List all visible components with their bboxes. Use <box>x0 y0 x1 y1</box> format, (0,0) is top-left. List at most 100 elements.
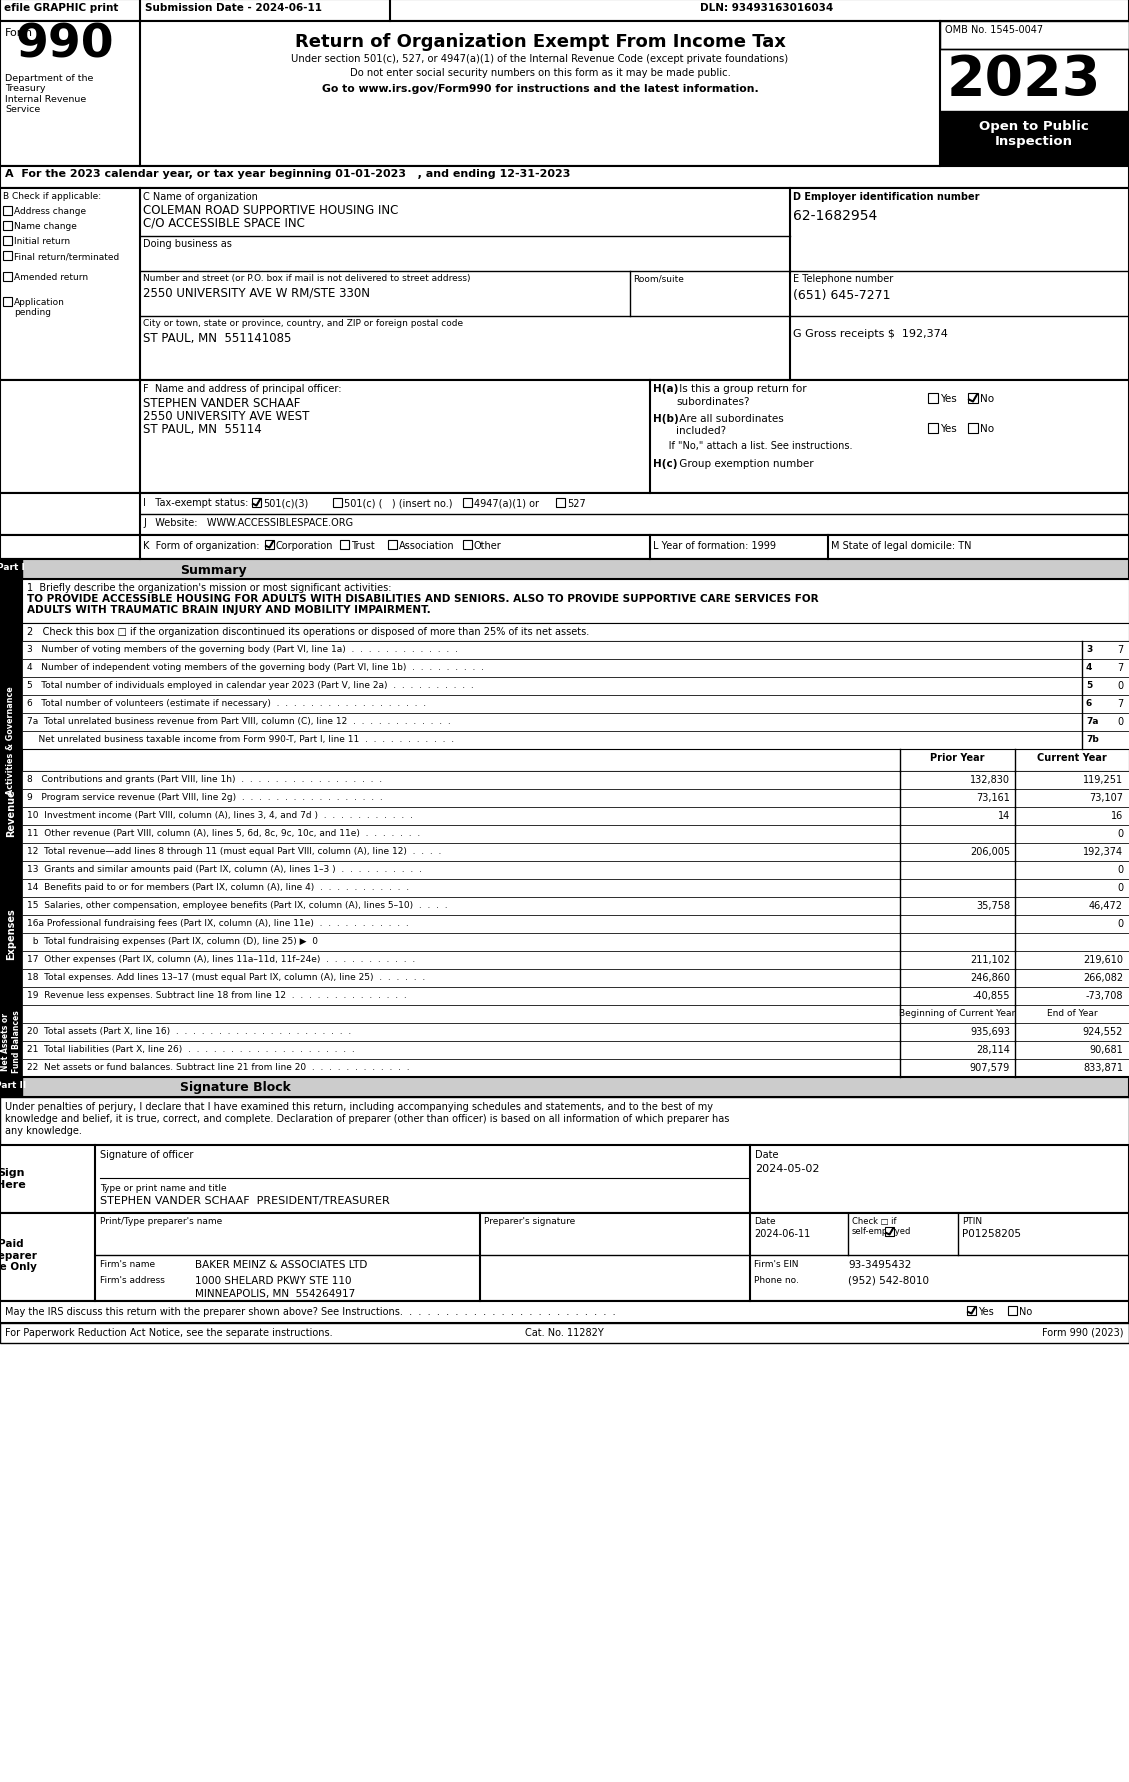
Text: Form: Form <box>5 29 33 37</box>
Text: ST PAUL, MN  55114: ST PAUL, MN 55114 <box>143 422 262 437</box>
Text: 0: 0 <box>1117 681 1123 691</box>
Text: Address change: Address change <box>14 207 86 216</box>
Text: Name change: Name change <box>14 223 77 232</box>
Text: 12  Total revenue—add lines 8 through 11 (must equal Part VIII, column (A), line: 12 Total revenue—add lines 8 through 11 … <box>27 846 441 855</box>
Text: 907,579: 907,579 <box>970 1062 1010 1073</box>
Text: Is this a group return for: Is this a group return for <box>676 383 806 394</box>
Bar <box>21 750 1129 772</box>
Text: 0: 0 <box>1117 882 1123 893</box>
Text: Signature Block: Signature Block <box>180 1080 291 1094</box>
Text: 4   Number of independent voting members of the governing body (Part VI, line 1b: 4 Number of independent voting members o… <box>27 663 484 672</box>
Text: Prior Year: Prior Year <box>930 752 984 763</box>
Text: 5   Total number of individuals employed in calendar year 2023 (Part V, line 2a): 5 Total number of individuals employed i… <box>27 681 474 690</box>
Bar <box>21 934 1129 952</box>
Text: TO PROVIDE ACCESSIBLE HOUSING FOR ADULTS WITH DISABILITIES AND SENIORS. ALSO TO : TO PROVIDE ACCESSIBLE HOUSING FOR ADULTS… <box>27 593 819 604</box>
Bar <box>252 499 261 508</box>
Bar <box>968 1306 975 1315</box>
Text: Firm's address: Firm's address <box>100 1276 165 1285</box>
Text: 11  Other revenue (Part VIII, column (A), lines 5, 6d, 8c, 9c, 10c, and 11e)  . : 11 Other revenue (Part VIII, column (A),… <box>27 829 420 838</box>
Text: Check □ if
self-employed: Check □ if self-employed <box>852 1217 911 1235</box>
Text: ST PAUL, MN  551141085: ST PAUL, MN 551141085 <box>143 331 291 344</box>
Text: STEPHEN VANDER SCHAAF  PRESIDENT/TREASURER: STEPHEN VANDER SCHAAF PRESIDENT/TREASURE… <box>100 1196 390 1205</box>
Bar <box>21 772 1129 789</box>
Bar <box>885 1228 894 1237</box>
Text: H(c): H(c) <box>653 458 677 469</box>
Text: Cat. No. 11282Y: Cat. No. 11282Y <box>525 1328 603 1336</box>
Bar <box>0 560 21 579</box>
Text: Open to Public
Inspection: Open to Public Inspection <box>979 119 1088 148</box>
Text: 0: 0 <box>1117 864 1123 875</box>
Text: included?: included? <box>676 426 726 437</box>
Text: 8   Contributions and grants (Part VIII, line 1h)  .  .  .  .  .  .  .  .  .  . : 8 Contributions and grants (Part VIII, l… <box>27 775 382 784</box>
Text: 132,830: 132,830 <box>970 775 1010 784</box>
Bar <box>3 223 12 232</box>
Text: 7b: 7b <box>1086 734 1099 743</box>
Text: 62-1682954: 62-1682954 <box>793 208 877 223</box>
Text: L Year of formation: 1999: L Year of formation: 1999 <box>653 540 776 551</box>
Text: 2023: 2023 <box>947 53 1102 107</box>
Text: 17  Other expenses (Part IX, column (A), lines 11a–11d, 11f–24e)  .  .  .  .  . : 17 Other expenses (Part IX, column (A), … <box>27 955 415 964</box>
Text: ADULTS WITH TRAUMATIC BRAIN INJURY AND MOBILITY IMPAIRMENT.: ADULTS WITH TRAUMATIC BRAIN INJURY AND M… <box>27 604 431 615</box>
Bar <box>21 789 1129 807</box>
Bar <box>0 494 1129 536</box>
Text: STEPHEN VANDER SCHAAF: STEPHEN VANDER SCHAAF <box>143 397 300 410</box>
Text: Part II: Part II <box>0 1080 27 1089</box>
Text: Return of Organization Exempt From Income Tax: Return of Organization Exempt From Incom… <box>295 34 786 52</box>
Text: Other: Other <box>474 540 501 551</box>
Text: M State of legal domicile: TN: M State of legal domicile: TN <box>831 540 971 551</box>
Text: Doing business as: Doing business as <box>143 239 231 249</box>
Text: Initial return: Initial return <box>14 237 70 246</box>
Text: 6   Total number of volunteers (estimate if necessary)  .  .  .  .  .  .  .  .  : 6 Total number of volunteers (estimate i… <box>27 699 426 707</box>
Bar <box>388 540 397 549</box>
Text: 4: 4 <box>1086 663 1093 672</box>
Text: 2550 UNIVERSITY AVE W RM/STE 330N: 2550 UNIVERSITY AVE W RM/STE 330N <box>143 287 370 299</box>
Bar <box>0 1078 21 1098</box>
Bar <box>0 168 1129 189</box>
Text: B Check if applicable:: B Check if applicable: <box>3 192 102 201</box>
Text: -73,708: -73,708 <box>1085 991 1123 1000</box>
Text: 2024-05-02: 2024-05-02 <box>755 1164 820 1173</box>
Text: 0: 0 <box>1117 918 1123 928</box>
Text: Submission Date - 2024-06-11: Submission Date - 2024-06-11 <box>145 4 322 12</box>
Text: Date: Date <box>755 1149 779 1160</box>
Bar <box>0 1146 1129 1214</box>
Text: 73,161: 73,161 <box>977 793 1010 802</box>
Text: BAKER MEINZ & ASSOCIATES LTD: BAKER MEINZ & ASSOCIATES LTD <box>195 1260 367 1269</box>
Text: DLN: 93493163016034: DLN: 93493163016034 <box>700 4 833 12</box>
Text: 9   Program service revenue (Part VIII, line 2g)  .  .  .  .  .  .  .  .  .  .  : 9 Program service revenue (Part VIII, li… <box>27 793 383 802</box>
Text: Sign
Here: Sign Here <box>0 1167 26 1189</box>
Bar <box>21 916 1129 934</box>
Text: 206,005: 206,005 <box>970 846 1010 857</box>
Text: 7a: 7a <box>1086 716 1099 725</box>
Text: Current Year: Current Year <box>1038 752 1106 763</box>
Text: 28,114: 28,114 <box>977 1044 1010 1055</box>
Text: Yes: Yes <box>978 1306 994 1317</box>
Bar <box>21 579 1129 624</box>
Text: Go to www.irs.gov/Form990 for instructions and the latest information.: Go to www.irs.gov/Form990 for instructio… <box>322 84 759 94</box>
Text: 13  Grants and similar amounts paid (Part IX, column (A), lines 1–3 )  .  .  .  : 13 Grants and similar amounts paid (Part… <box>27 864 422 873</box>
Text: 527: 527 <box>567 499 586 508</box>
Text: For Paperwork Reduction Act Notice, see the separate instructions.: For Paperwork Reduction Act Notice, see … <box>5 1328 333 1336</box>
Bar <box>333 499 342 508</box>
Text: Beginning of Current Year: Beginning of Current Year <box>899 1009 1015 1018</box>
Text: 19  Revenue less expenses. Subtract line 18 from line 12  .  .  .  .  .  .  .  .: 19 Revenue less expenses. Subtract line … <box>27 991 406 1000</box>
Text: 2   Check this box □ if the organization discontinued its operations or disposed: 2 Check this box □ if the organization d… <box>27 627 589 636</box>
Text: Type or print name and title: Type or print name and title <box>100 1183 227 1192</box>
Bar <box>21 807 1129 825</box>
Text: Room/suite: Room/suite <box>633 274 684 283</box>
Text: Part I: Part I <box>0 563 25 572</box>
Bar <box>3 207 12 216</box>
Bar <box>463 499 472 508</box>
Text: Application
pending: Application pending <box>14 298 64 317</box>
Text: 0: 0 <box>1117 829 1123 839</box>
Bar <box>21 880 1129 898</box>
Bar <box>968 394 978 405</box>
Text: 7: 7 <box>1117 645 1123 654</box>
Text: P01258205: P01258205 <box>962 1228 1021 1238</box>
Bar <box>21 1023 1129 1041</box>
Text: 21  Total liabilities (Part X, line 26)  .  .  .  .  .  .  .  .  .  .  .  .  .  : 21 Total liabilities (Part X, line 26) .… <box>27 1044 355 1053</box>
Bar <box>21 713 1129 732</box>
Text: 501(c) (   ) (insert no.): 501(c) ( ) (insert no.) <box>344 499 453 508</box>
Text: Final return/terminated: Final return/terminated <box>14 251 120 260</box>
Text: 4947(a)(1) or: 4947(a)(1) or <box>474 499 539 508</box>
